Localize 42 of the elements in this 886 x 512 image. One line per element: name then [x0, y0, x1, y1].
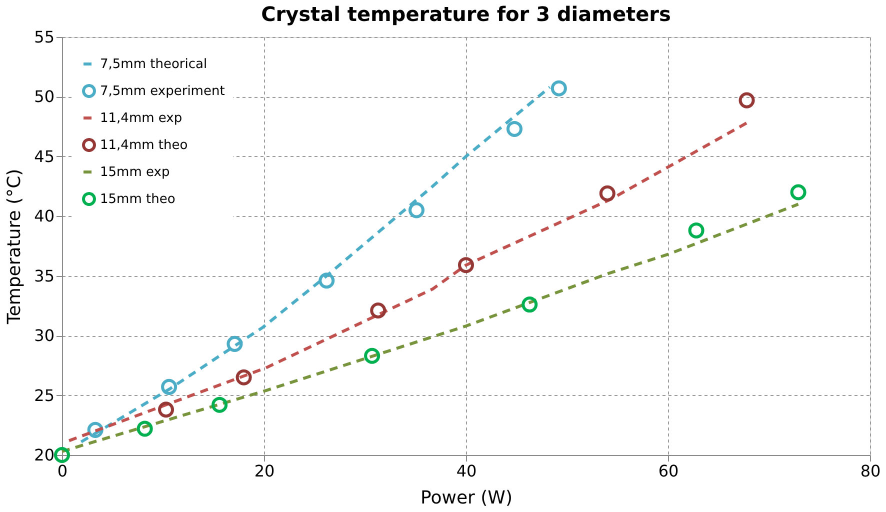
x-tick-label: 0 — [57, 462, 68, 480]
legend-label: 15mm exp — [100, 165, 170, 180]
x-tick-label: 20 — [254, 462, 275, 480]
point — [599, 185, 616, 202]
chart-title: Crystal temperature for 3 diameters — [261, 2, 671, 26]
legend-label: 11,4mm theo — [100, 138, 188, 153]
y-tick-label: 55 — [34, 28, 54, 46]
point — [212, 396, 228, 413]
legend-label: 11,4mm exp — [100, 111, 182, 126]
point — [506, 120, 522, 137]
point — [458, 257, 474, 274]
x-tick-label: 80 — [860, 462, 881, 480]
point — [158, 402, 174, 418]
point — [790, 184, 806, 200]
line-series — [60, 202, 800, 453]
point — [364, 348, 380, 364]
point — [550, 80, 567, 96]
point — [318, 272, 335, 289]
y-tick-label: 25 — [34, 386, 54, 405]
y-axis-title: Temperature (°C) — [4, 168, 26, 326]
point — [688, 222, 704, 238]
point — [408, 202, 425, 218]
x-axis-title: Power (W) — [420, 488, 512, 508]
point — [236, 369, 252, 386]
legend-label: 7,5mm experiment — [100, 84, 225, 99]
point — [370, 302, 386, 318]
legend-label: 15mm theo — [100, 192, 176, 207]
y-tick-label: 35 — [34, 266, 54, 286]
point — [522, 296, 538, 313]
y-tick-label: 50 — [34, 87, 54, 106]
point — [738, 92, 755, 108]
point — [226, 336, 243, 352]
y-tick-label: 40 — [34, 206, 54, 226]
legend-label: 7,5mm theorical — [100, 57, 208, 72]
x-tick-label: 40 — [456, 462, 477, 480]
x-tick-label: 60 — [658, 462, 679, 480]
y-tick-label: 45 — [34, 146, 54, 166]
point — [54, 446, 70, 464]
point — [161, 378, 178, 395]
y-tick-label: 20 — [34, 446, 54, 464]
y-tick-label: 30 — [34, 326, 54, 346]
point — [136, 420, 153, 437]
